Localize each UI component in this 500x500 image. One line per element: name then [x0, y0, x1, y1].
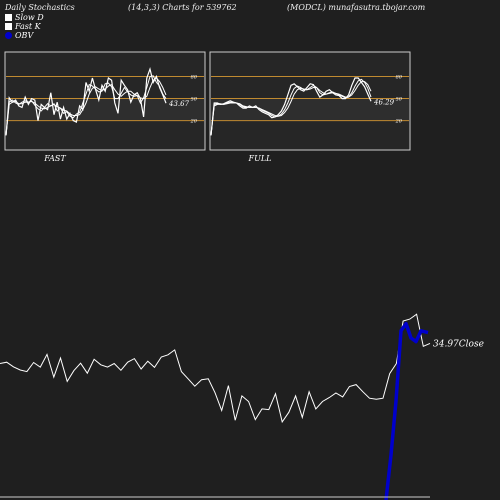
fast-tick-label-20: 20	[190, 119, 198, 125]
price-close-line	[0, 313, 431, 424]
fast-series-line-2	[5, 77, 167, 136]
legend-item-fast-k: Fast K	[5, 22, 44, 31]
price-last-value-label: 34.97Close	[433, 339, 484, 349]
full-panel-title: FULL	[248, 154, 272, 163]
legend-label-fast-k: Fast K	[15, 22, 41, 31]
legend: Slow D Fast K OBV	[5, 13, 44, 40]
legend-swatch-fast-k	[5, 23, 12, 30]
legend-label-slow-d: Slow D	[15, 13, 44, 22]
chart-source: (MODCL) munafasutra.tbojar.com	[287, 3, 426, 12]
legend-label-obv: OBV	[15, 31, 34, 40]
full-tick-label-50: 50	[396, 97, 403, 103]
full-last-value-label: 46.29	[373, 98, 395, 106]
chart-params: (14,3,3) Charts for 539762	[128, 3, 237, 12]
fast-tick-label-50: 50	[191, 97, 198, 103]
fast-panel-title: FAST	[43, 154, 66, 163]
fast-last-value-label: 43.67	[168, 100, 190, 108]
obv-line	[384, 321, 429, 500]
full-mid-band	[211, 98, 409, 121]
fast-mid-band	[6, 98, 204, 121]
legend-item-slow-d: Slow D	[5, 13, 44, 22]
legend-item-obv: OBV	[5, 31, 44, 40]
legend-swatch-slow-d	[5, 14, 12, 21]
full-tick-label-20: 20	[395, 119, 403, 125]
full-tick-label-80: 80	[396, 75, 403, 81]
legend-swatch-obv	[5, 32, 12, 39]
full-series-line-2	[210, 81, 372, 136]
fast-tick-label-80: 80	[191, 75, 198, 81]
chart-title: Daily Stochastics	[5, 3, 75, 12]
